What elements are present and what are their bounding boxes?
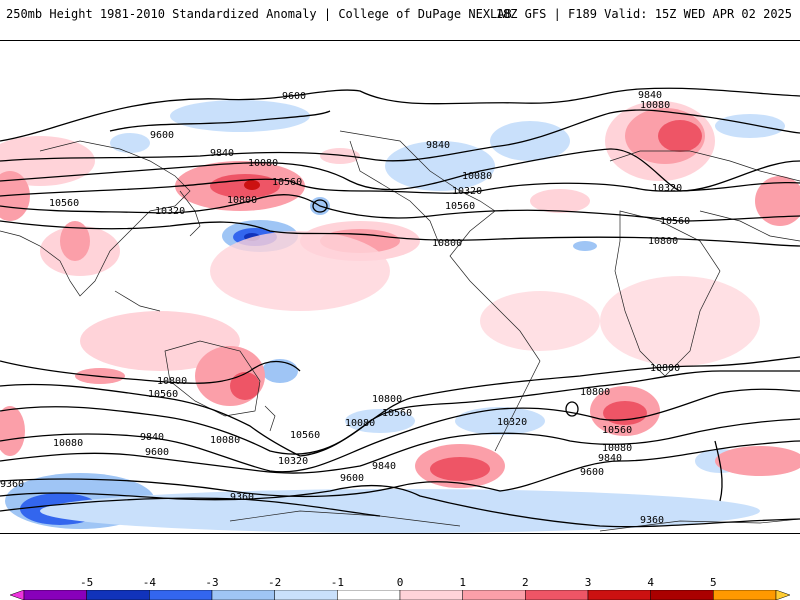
contour-label: 10080 <box>345 418 375 429</box>
colorbar-tick-label: 1 <box>459 576 466 589</box>
contour-label: 10080 <box>248 158 278 169</box>
contour-label: 10800 <box>650 363 680 374</box>
colorbar-segment <box>399 590 463 600</box>
contour-label: 9840 <box>426 140 450 151</box>
contour-label: 10560 <box>445 201 475 212</box>
contour-label: 9840 <box>638 90 662 101</box>
contour-label: 9360 <box>230 492 254 503</box>
colorbar-segment <box>525 590 589 600</box>
colorbar-tick-label: 2 <box>522 576 529 589</box>
anomaly-map: 9600 9600 9840 10080 10560 10800 10320 1… <box>0 87 800 533</box>
contour-label: 9600 <box>580 467 604 478</box>
contour-label: 9600 <box>282 91 306 102</box>
colorbar-segment <box>650 590 714 600</box>
colorbar-segment <box>713 590 777 600</box>
colorbar-max-arrow <box>775 590 790 600</box>
map-title: 250mb Height 1981-2010 Standardized Anom… <box>6 7 512 21</box>
colorbar-segment <box>274 590 338 600</box>
colorbar-tick-label: 5 <box>710 576 717 589</box>
contour-label: 9840 <box>140 432 164 443</box>
colorbar <box>10 590 790 600</box>
contour-label: 9840 <box>372 461 396 472</box>
contour-label: 10560 <box>382 408 412 419</box>
contour-label: 10560 <box>290 430 320 441</box>
contour-label: 10560 <box>148 389 178 400</box>
contour-label: 9360 <box>0 479 24 490</box>
colorbar-tick-label: -2 <box>268 576 282 589</box>
contour-label: 9840 <box>210 148 234 159</box>
contour-label: 10080 <box>210 435 240 446</box>
contour-label: 10320 <box>452 186 482 197</box>
contour-label: 9600 <box>150 130 174 141</box>
contour-label: 10320 <box>278 456 308 467</box>
positive-anomaly-shading <box>0 101 800 488</box>
run-info: 18Z GFS | F189 Valid: 15Z WED APR 02 202… <box>495 7 792 21</box>
contour-label: 10320 <box>497 417 527 428</box>
contour-label: 10320 <box>155 206 185 217</box>
contour-label: 10560 <box>660 216 690 227</box>
colorbar-segment <box>211 590 275 600</box>
contour-label: 10800 <box>157 376 187 387</box>
colorbar-segment <box>337 590 401 600</box>
contour-label: 10560 <box>49 198 79 209</box>
contour-label: 10560 <box>602 425 632 436</box>
height-contours <box>0 87 800 528</box>
colorbar-tick-label: 3 <box>584 576 592 589</box>
contour-label: 10800 <box>648 236 678 247</box>
header: 250mb Height 1981-2010 Standardized Anom… <box>0 0 800 28</box>
colorbar-segment <box>23 590 87 600</box>
contour-label: 10800 <box>580 387 610 398</box>
contour-label: 10800 <box>372 394 402 405</box>
contour-label: 10080 <box>602 443 632 454</box>
colorbar-tick-label: 4 <box>647 576 654 589</box>
colorbar-tick-label: 0 <box>396 576 404 589</box>
contour-label: 9360 <box>640 515 664 526</box>
colorbar-tick-label: -4 <box>142 576 156 589</box>
colorbar-tick-label: -3 <box>205 576 219 589</box>
colorbar-segment <box>149 590 213 600</box>
contour-label: 10560 <box>272 177 302 188</box>
contour-label: 10080 <box>640 100 670 111</box>
colorbar-tick-label: -5 <box>80 576 94 589</box>
contour-label: 9600 <box>340 473 364 484</box>
colorbar-min-arrow <box>10 590 25 600</box>
colorbar-segment <box>86 590 150 600</box>
colorbar-tick-label: -1 <box>330 576 344 589</box>
contour-label: 9840 <box>598 453 622 464</box>
contour-label: 10320 <box>652 183 682 194</box>
contour-label: 10800 <box>432 238 462 249</box>
colorbar-segment <box>587 590 651 600</box>
colorbar-segment <box>462 590 526 600</box>
contour-labels: 9600 9600 9840 10080 10560 10800 10320 1… <box>0 90 690 526</box>
contour-label: 10080 <box>53 438 83 449</box>
contour-label: 10080 <box>462 171 492 182</box>
map-panel: 9600 9600 9840 10080 10560 10800 10320 1… <box>0 40 800 534</box>
contour-label: 9600 <box>145 447 169 458</box>
contour-label: 10800 <box>227 195 257 206</box>
